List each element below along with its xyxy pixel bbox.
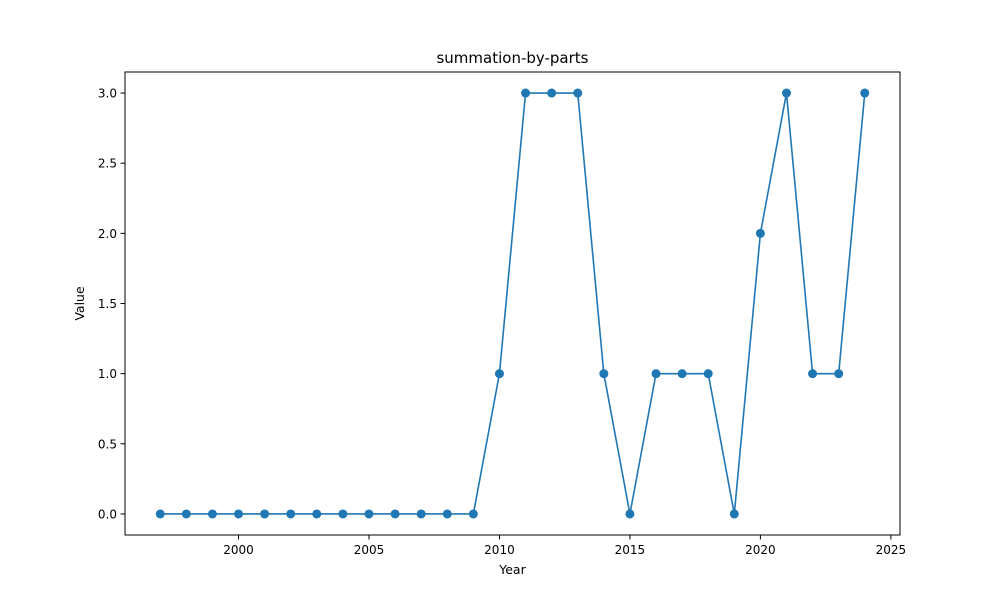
y-tick-label: 2.0 bbox=[98, 227, 117, 241]
x-tick-label: 2000 bbox=[223, 543, 254, 557]
data-point bbox=[442, 509, 452, 519]
data-point bbox=[521, 88, 531, 98]
data-point bbox=[573, 88, 583, 98]
data-point bbox=[729, 509, 739, 519]
data-point bbox=[860, 88, 870, 98]
y-axis-label: Value bbox=[72, 286, 87, 321]
series-line bbox=[160, 92, 866, 515]
data-point bbox=[547, 88, 557, 98]
x-tick-label: 2015 bbox=[615, 543, 646, 557]
y-tick-label: 0.5 bbox=[98, 437, 117, 451]
data-point bbox=[703, 369, 713, 379]
x-axis-label: Year bbox=[498, 562, 526, 577]
data-point bbox=[755, 228, 765, 238]
data-point bbox=[338, 509, 348, 519]
data-point bbox=[234, 509, 244, 519]
data-point bbox=[494, 369, 504, 379]
data-point bbox=[155, 509, 165, 519]
data-point bbox=[651, 369, 661, 379]
x-tick-label: 2005 bbox=[354, 543, 385, 557]
data-point bbox=[625, 509, 635, 519]
y-tick-label: 1.0 bbox=[98, 367, 117, 381]
x-tick-label: 2025 bbox=[876, 543, 907, 557]
data-point bbox=[207, 509, 217, 519]
y-tick-label: 3.0 bbox=[98, 87, 117, 101]
y-tick-label: 0.0 bbox=[98, 507, 117, 521]
plot-area bbox=[155, 88, 870, 519]
x-tick-label: 2010 bbox=[484, 543, 515, 557]
data-point bbox=[599, 369, 609, 379]
data-point bbox=[677, 369, 687, 379]
x-tick-label: 2020 bbox=[745, 543, 776, 557]
data-point bbox=[416, 509, 426, 519]
y-tick-label: 1.5 bbox=[98, 297, 117, 311]
data-point bbox=[286, 509, 296, 519]
data-point bbox=[312, 509, 322, 519]
data-point bbox=[390, 509, 400, 519]
data-point bbox=[808, 369, 818, 379]
data-point bbox=[834, 369, 844, 379]
chart-title: summation-by-parts bbox=[436, 49, 588, 67]
y-tick-label: 2.5 bbox=[98, 157, 117, 171]
data-point bbox=[260, 509, 270, 519]
data-point bbox=[781, 88, 791, 98]
data-point bbox=[181, 509, 191, 519]
data-point bbox=[364, 509, 374, 519]
data-point bbox=[468, 509, 478, 519]
